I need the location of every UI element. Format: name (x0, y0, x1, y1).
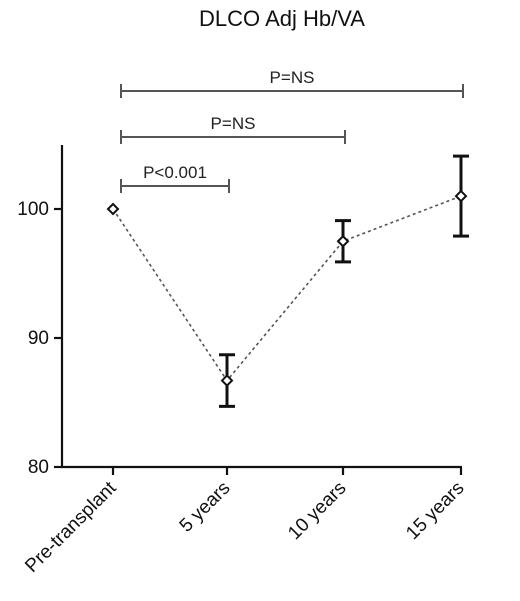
y-tick-label-2: 100 (17, 199, 49, 220)
x-tick-label-0: Pre-transplant (21, 477, 121, 577)
x-tick-label-1: 5 years (176, 478, 235, 537)
chart-title: DLCO Adj Hb/VA (199, 6, 365, 31)
data-point-3 (454, 189, 468, 203)
significance-brackets: P<0.001 P=NS P=NS (120, 68, 464, 193)
y-tick-label-1: 90 (28, 328, 49, 349)
x-ticks: Pre-transplant 5 years 10 years 15 years (21, 467, 469, 577)
y-ticks: 80 90 100 (17, 199, 62, 478)
plot-area (106, 154, 469, 408)
data-point-1 (220, 374, 234, 387)
significance-label-1: P=NS (211, 114, 256, 133)
x-tick-label-2: 10 years (284, 478, 350, 544)
data-point-2 (336, 234, 350, 248)
significance-label-2: P=NS (270, 68, 315, 87)
y-tick-label-0: 80 (28, 457, 49, 478)
data-point-0 (106, 202, 120, 216)
series-line-0 (112, 195, 462, 382)
significance-label-0: P<0.001 (143, 163, 207, 182)
x-tick-label-3: 15 years (402, 478, 468, 544)
